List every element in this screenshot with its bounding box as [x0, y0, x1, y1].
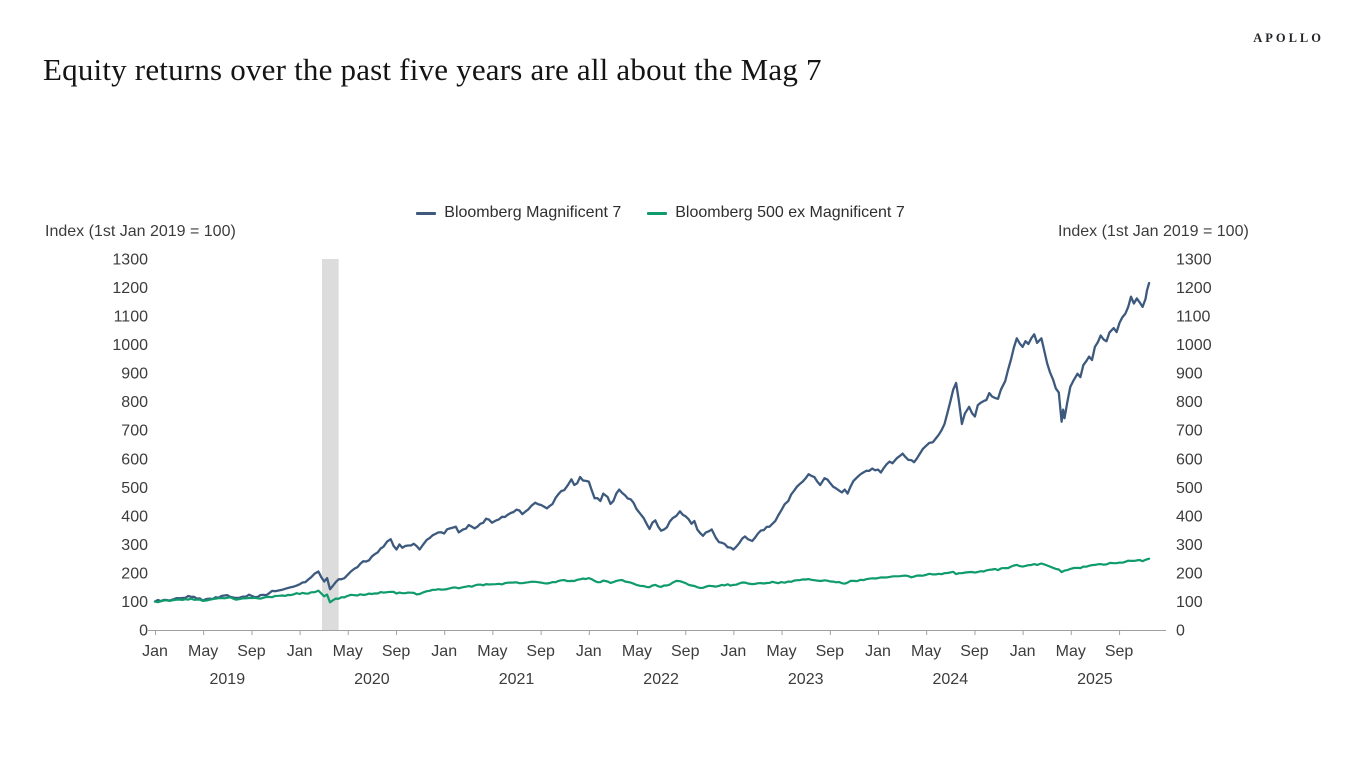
y-axis-title-left: Index (1st Jan 2019 = 100)	[45, 223, 236, 240]
y-tick-label-right: 1100	[1176, 309, 1211, 326]
y-axis-title-right: Index (1st Jan 2019 = 100)	[1058, 223, 1249, 240]
x-year-label: 2025	[1077, 671, 1113, 688]
y-tick-label-right: 900	[1176, 366, 1203, 383]
x-month-label: May	[188, 643, 218, 660]
legend-label-mag7: Bloomberg Magnificent 7	[444, 204, 622, 221]
x-month-label: Sep	[382, 643, 411, 660]
series-line-mag7	[153, 281, 1151, 603]
y-tick-label-right: 100	[1176, 594, 1203, 611]
x-month-label: Jan	[721, 643, 747, 660]
page-title: Equity returns over the past five years …	[43, 52, 822, 87]
y-tick-label-right: 1300	[1176, 252, 1212, 269]
x-month-label: Sep	[671, 643, 700, 660]
y-tick-label-left: 0	[139, 623, 148, 640]
x-month-label: Sep	[1105, 643, 1134, 660]
x-year-label: 2019	[210, 671, 246, 688]
legend-item-mag7: Bloomberg Magnificent 7	[416, 204, 621, 222]
x-month-label: Jan	[1010, 643, 1036, 660]
y-tick-label-left: 800	[121, 394, 148, 411]
ex-mag7-line-swatch-icon	[647, 211, 668, 215]
y-tick-label-right: 600	[1176, 451, 1203, 468]
y-tick-label-right: 500	[1176, 480, 1203, 497]
x-month-label: May	[911, 643, 941, 660]
x-month-label: Jan	[287, 643, 313, 660]
x-month-label: Sep	[816, 643, 845, 660]
y-tick-label-left: 300	[121, 537, 148, 554]
recession-band	[322, 259, 339, 630]
y-tick-label-left: 700	[121, 423, 148, 440]
y-tick-label-left: 1000	[112, 337, 148, 354]
x-year-label: 2022	[643, 671, 679, 688]
x-month-label: May	[1056, 643, 1086, 660]
x-month-label: May	[622, 643, 652, 660]
x-month-label: Sep	[237, 643, 266, 660]
y-tick-label-right: 700	[1176, 423, 1203, 440]
mag7-line-swatch-icon	[416, 211, 437, 215]
x-year-label: 2023	[788, 671, 824, 688]
y-tick-label-right: 1000	[1176, 337, 1212, 354]
x-month-label: Jan	[142, 643, 168, 660]
x-month-label: Sep	[960, 643, 989, 660]
x-month-label: Sep	[526, 643, 555, 660]
x-month-label: Jan	[865, 643, 891, 660]
series-line-ex-mag7	[153, 557, 1151, 604]
y-tick-label-right: 0	[1176, 623, 1185, 640]
y-tick-label-left: 1200	[112, 280, 148, 297]
y-tick-label-right: 300	[1176, 537, 1203, 554]
y-tick-label-left: 500	[121, 480, 148, 497]
y-tick-label-left: 1300	[112, 252, 148, 269]
x-month-label: May	[333, 643, 363, 660]
x-year-label: 2024	[933, 671, 969, 688]
legend-item-ex-mag7: Bloomberg 500 ex Magnificent 7	[647, 204, 905, 222]
y-tick-label-right: 1200	[1176, 280, 1212, 297]
x-year-label: 2021	[499, 671, 535, 688]
y-tick-label-left: 600	[121, 451, 148, 468]
chart-legend: Bloomberg Magnificent 7 Bloomberg 500 ex…	[155, 204, 1166, 222]
x-month-label: May	[766, 643, 796, 660]
y-tick-label-right: 800	[1176, 394, 1203, 411]
x-month-label: May	[477, 643, 507, 660]
apollo-logo: APOLLO	[1253, 31, 1324, 45]
y-tick-label-left: 1100	[114, 309, 149, 326]
y-tick-label-right: 200	[1176, 565, 1203, 582]
y-tick-label-left: 200	[121, 565, 148, 582]
y-tick-label-left: 100	[121, 594, 148, 611]
y-tick-label-left: 900	[121, 366, 148, 383]
y-tick-label-right: 400	[1176, 508, 1203, 525]
legend-label-ex-mag7: Bloomberg 500 ex Magnificent 7	[675, 204, 905, 221]
x-month-label: Jan	[576, 643, 602, 660]
y-tick-label-left: 400	[121, 508, 148, 525]
x-month-label: Jan	[431, 643, 457, 660]
x-year-label: 2020	[354, 671, 390, 688]
